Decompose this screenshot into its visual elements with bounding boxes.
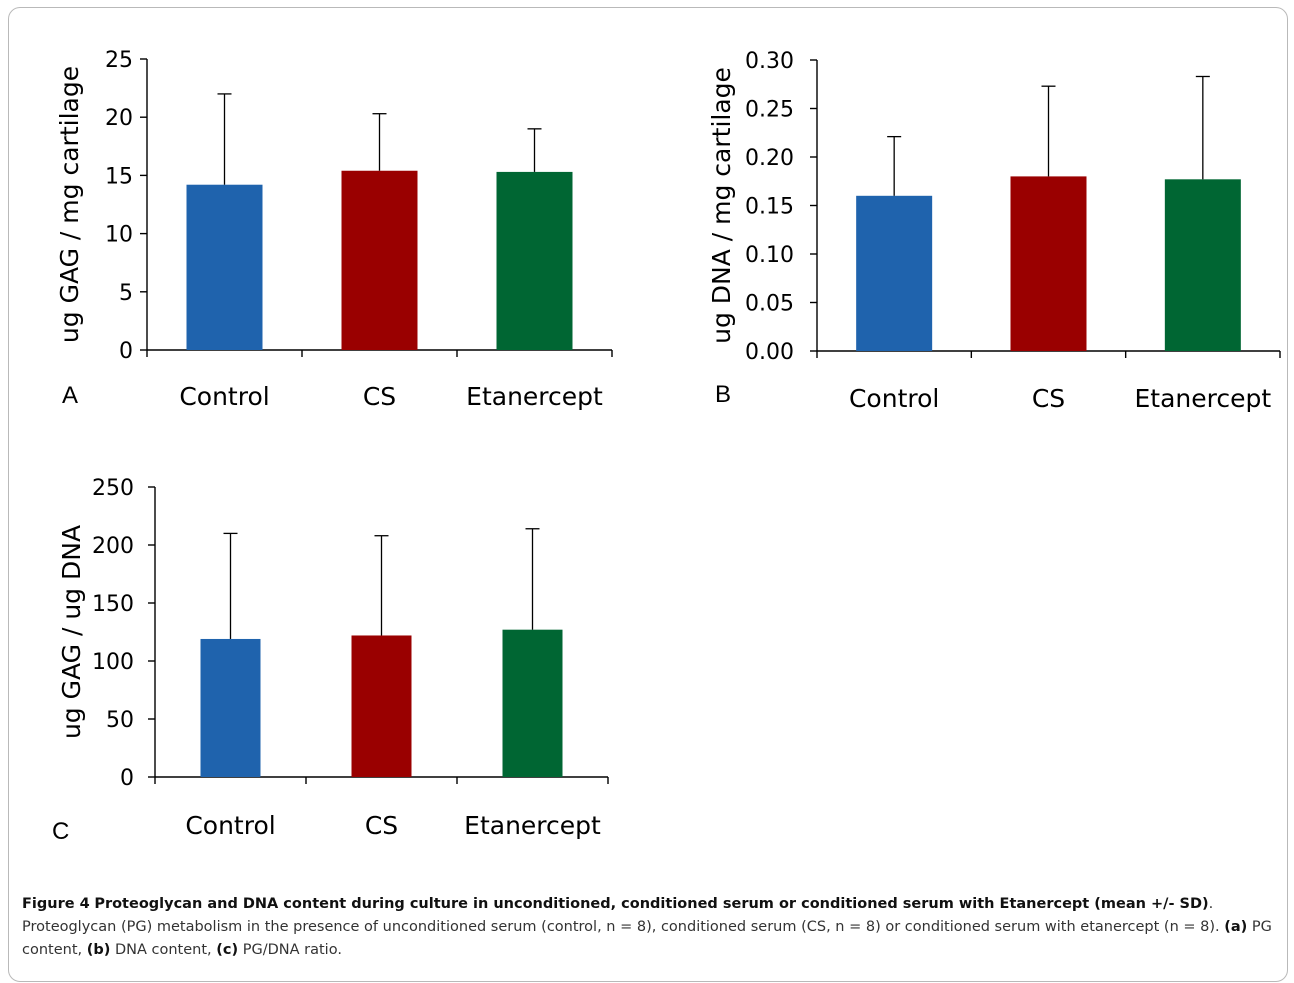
category-label: CS: [1032, 384, 1065, 413]
y-tick-label: 15: [105, 164, 133, 189]
caption-c-text: PG/DNA ratio.: [238, 942, 342, 958]
y-tick-label: 200: [92, 534, 134, 559]
chart-a: 0 5 10 15 20 25 Control CS Etanercept ug GAG / mg…: [55, 48, 613, 411]
bar: [186, 184, 263, 350]
y-tick-label: 0: [120, 766, 134, 791]
caption-text: . Proteoglycan (PG) metabolism in the pr…: [22, 896, 1225, 935]
bar: [200, 638, 261, 777]
panel-letter: B: [715, 381, 731, 408]
chart-c: 0 50 100 150 200 250 Control CS Etanercept ug GAG…: [52, 476, 609, 845]
y-tick-label: 100: [92, 650, 134, 675]
y-axis-label: ug GAG / mg cartilage: [55, 66, 84, 343]
y-tick-label: 50: [106, 708, 134, 733]
y-tick-label: 5: [119, 281, 133, 306]
caption-title: Proteoglycan and DNA content during cult…: [94, 896, 1209, 912]
y-tick-label: 0.20: [745, 146, 794, 171]
y-tick-label: 20: [105, 106, 133, 131]
bar: [1010, 176, 1087, 351]
bar: [856, 195, 933, 351]
y-tick-label: 250: [92, 476, 134, 501]
y-tick-label: 0: [119, 339, 133, 364]
bar: [341, 170, 418, 350]
figure-frame: [8, 7, 1288, 982]
category-label: Etanercept: [1134, 384, 1271, 413]
y-tick-label: 25: [105, 48, 133, 73]
y-tick-label: 150: [92, 592, 134, 617]
y-axis-label: ug GAG / ug DNA: [57, 525, 86, 739]
caption-a-text: PG content,: [22, 919, 1272, 958]
category-label: Control: [179, 382, 269, 411]
category-label: Etanercept: [466, 382, 603, 411]
y-tick-label: 0.10: [745, 243, 794, 268]
caption-b-label: (b): [86, 942, 111, 958]
figure-caption: Figure 4 Proteoglycan and DNA content du…: [22, 893, 1277, 962]
panel-letter: C: [52, 818, 69, 845]
y-tick-label: 10: [105, 223, 133, 248]
y-tick-label: 0.25: [745, 98, 794, 123]
bar: [351, 635, 412, 777]
caption-c-label: (c): [216, 942, 239, 958]
caption-label: Figure 4: [22, 896, 90, 912]
category-label: Control: [849, 384, 939, 413]
bar: [502, 629, 563, 777]
caption-a-label: (a): [1224, 919, 1248, 935]
category-label: Etanercept: [464, 811, 601, 840]
category-label: Control: [185, 811, 275, 840]
caption-b-text: DNA content,: [110, 942, 217, 958]
bar: [496, 171, 573, 350]
category-label: CS: [365, 811, 398, 840]
panel-letter: A: [62, 382, 78, 409]
chart-b: 0.00 0.05 0.10 0.15 0.20 0.25 0.30 Control CS Eta…: [707, 49, 1281, 413]
y-axis-label: ug DNA / mg cartilage: [707, 67, 736, 344]
y-tick-label: 0.30: [745, 49, 794, 74]
y-tick-label: 0.05: [745, 292, 794, 317]
category-label: CS: [363, 382, 396, 411]
y-tick-label: 0.15: [745, 195, 794, 220]
bar: [1164, 179, 1241, 351]
y-tick-label: 0.00: [745, 340, 794, 365]
